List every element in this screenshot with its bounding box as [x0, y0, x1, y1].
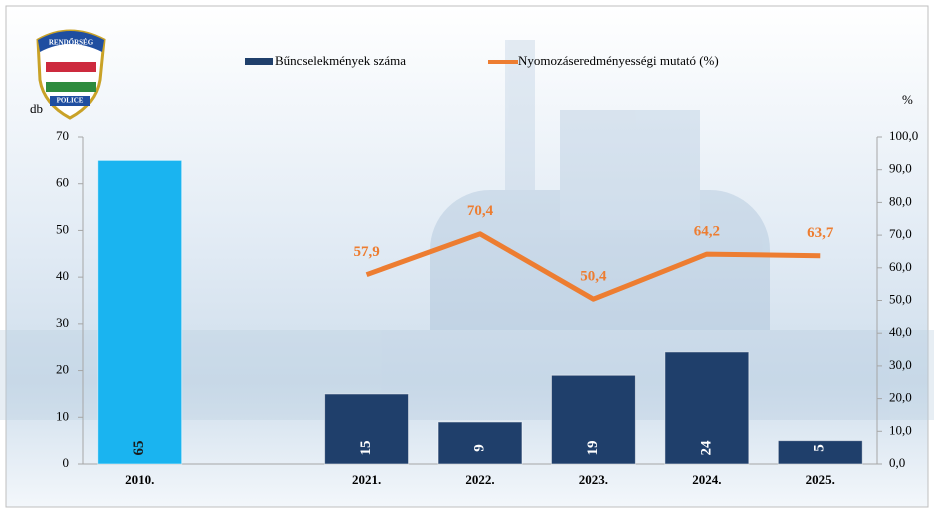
bar — [777, 440, 863, 465]
y2-tick-label: 90,0 — [889, 161, 912, 176]
y2-axis-label: % — [902, 92, 913, 107]
bar — [324, 393, 410, 465]
y-tick-label: 50 — [56, 221, 69, 236]
bar-value-label: 15 — [358, 441, 374, 456]
bar — [97, 159, 183, 465]
logo-text: RENDŐRSÉG — [49, 39, 94, 47]
y-tick-label: 60 — [56, 175, 69, 190]
legend-swatch — [245, 58, 273, 65]
logo: RENDŐRSÉG POLICE — [36, 29, 106, 120]
x-tick-label: 2025. — [806, 472, 835, 487]
logo-text: POLICE — [57, 97, 84, 105]
bar-value-label: 65 — [131, 441, 147, 456]
x-tick-label: 2021. — [352, 472, 381, 487]
y2-tick-label: 50,0 — [889, 291, 912, 306]
bar-value-label: 19 — [585, 441, 601, 456]
y2-tick-label: 80,0 — [889, 193, 912, 208]
y-tick-label: 30 — [56, 315, 69, 330]
x-tick-label: 2010. — [125, 472, 154, 487]
y2-tick-label: 0,0 — [889, 455, 905, 470]
line-value-label: 64,2 — [694, 224, 720, 240]
y-tick-label: 70 — [56, 128, 69, 143]
y2-tick-label: 100,0 — [889, 128, 918, 143]
line-value-label: 50,4 — [580, 269, 607, 285]
bar — [664, 351, 750, 465]
bar — [550, 374, 636, 465]
y-tick-label: 40 — [56, 268, 69, 283]
bar-value-label: 9 — [471, 444, 487, 452]
legend-label: Bűncselekmények száma — [275, 53, 406, 68]
y2-tick-label: 10,0 — [889, 422, 912, 437]
y-axis-label: db — [30, 101, 43, 116]
line — [365, 231, 821, 302]
y2-tick-label: 40,0 — [889, 324, 912, 339]
y2-tick-label: 30,0 — [889, 357, 912, 372]
x-tick-label: 2022. — [465, 472, 494, 487]
bar-value-label: 5 — [812, 444, 828, 452]
bar-value-label: 24 — [698, 440, 714, 456]
line-value-label: 63,7 — [807, 225, 834, 241]
y-tick-label: 20 — [56, 362, 69, 377]
y-tick-label: 0 — [63, 455, 70, 470]
bar — [437, 421, 523, 465]
y2-tick-label: 70,0 — [889, 226, 912, 241]
line-value-label: 57,9 — [353, 244, 379, 260]
y2-tick-label: 60,0 — [889, 259, 912, 274]
x-tick-label: 2024. — [692, 472, 721, 487]
legend-label: Nyomozáseredményességi mutató (%) — [518, 53, 719, 68]
y-tick-label: 10 — [56, 408, 69, 423]
y2-tick-label: 20,0 — [889, 390, 912, 405]
line-value-label: 70,4 — [467, 203, 494, 219]
x-tick-label: 2023. — [579, 472, 608, 487]
